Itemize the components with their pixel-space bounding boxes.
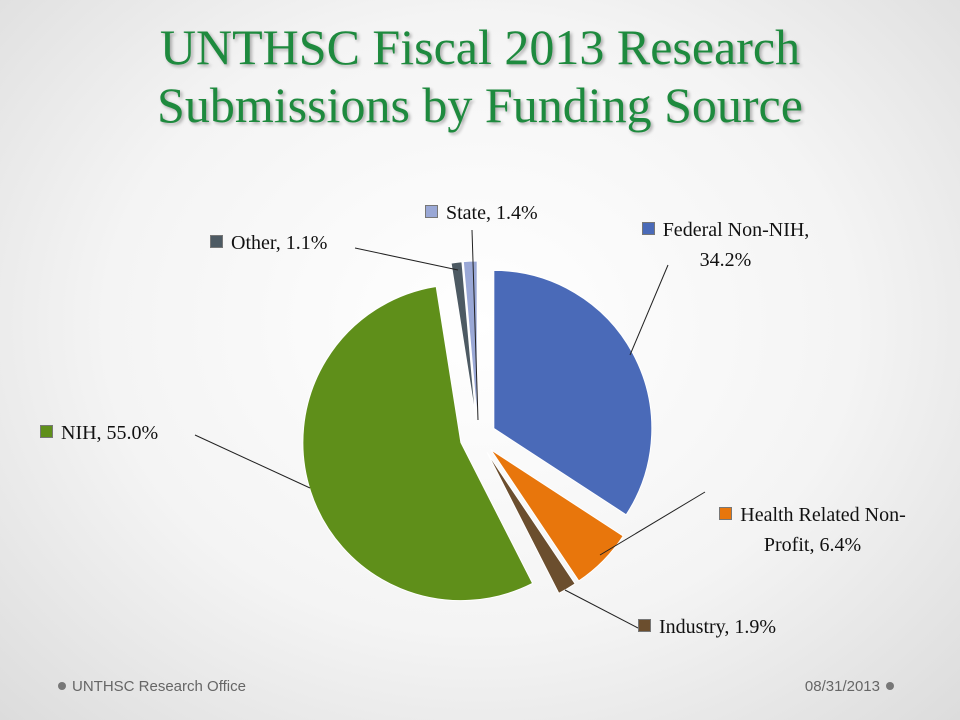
leader-line xyxy=(194,434,311,489)
data-label: Health Related Non-Profit, 6.4% xyxy=(705,500,920,560)
label-marker xyxy=(638,619,651,632)
leader-line xyxy=(354,247,459,271)
data-label: State, 1.4% xyxy=(425,198,585,228)
label-marker xyxy=(40,425,53,438)
footer-text: UNTHSC Research Office xyxy=(72,678,246,695)
data-label: Industry, 1.9% xyxy=(638,612,828,642)
leader-line xyxy=(629,264,669,356)
pie-slice xyxy=(493,269,653,516)
pie-slice xyxy=(302,285,534,602)
leader-line xyxy=(564,589,639,629)
label-text: Other, 1.1% xyxy=(231,232,328,254)
label-text: State, 1.4% xyxy=(446,202,538,224)
chart-title: UNTHSC Fiscal 2013 Research Submissions … xyxy=(157,19,803,133)
label-marker xyxy=(641,222,655,235)
data-label: NIH, 55.0% xyxy=(40,418,200,448)
pie-slice xyxy=(490,449,624,582)
leader-line xyxy=(471,229,479,421)
label-marker xyxy=(210,235,223,248)
pie-slice xyxy=(450,261,477,420)
data-label: Federal Non-NIH, 34.2% xyxy=(638,215,813,275)
label-text: Industry, 1.9% xyxy=(659,616,777,638)
leader-line xyxy=(599,491,706,556)
label-marker xyxy=(719,507,733,520)
label-text: NIH, 55.0% xyxy=(61,422,159,444)
footer-date: 08/31/2013 xyxy=(804,678,880,695)
data-label: Other, 1.1% xyxy=(210,228,370,258)
footer-right: 08/31/2013 xyxy=(805,678,900,695)
pie-slice xyxy=(486,452,576,594)
label-marker xyxy=(425,205,438,218)
label-text: Federal Non-NIH, 34.2% xyxy=(662,219,810,271)
footer-left: UNTHSC Research Office xyxy=(52,678,246,695)
label-text: Health Related Non-Profit, 6.4% xyxy=(740,504,906,556)
